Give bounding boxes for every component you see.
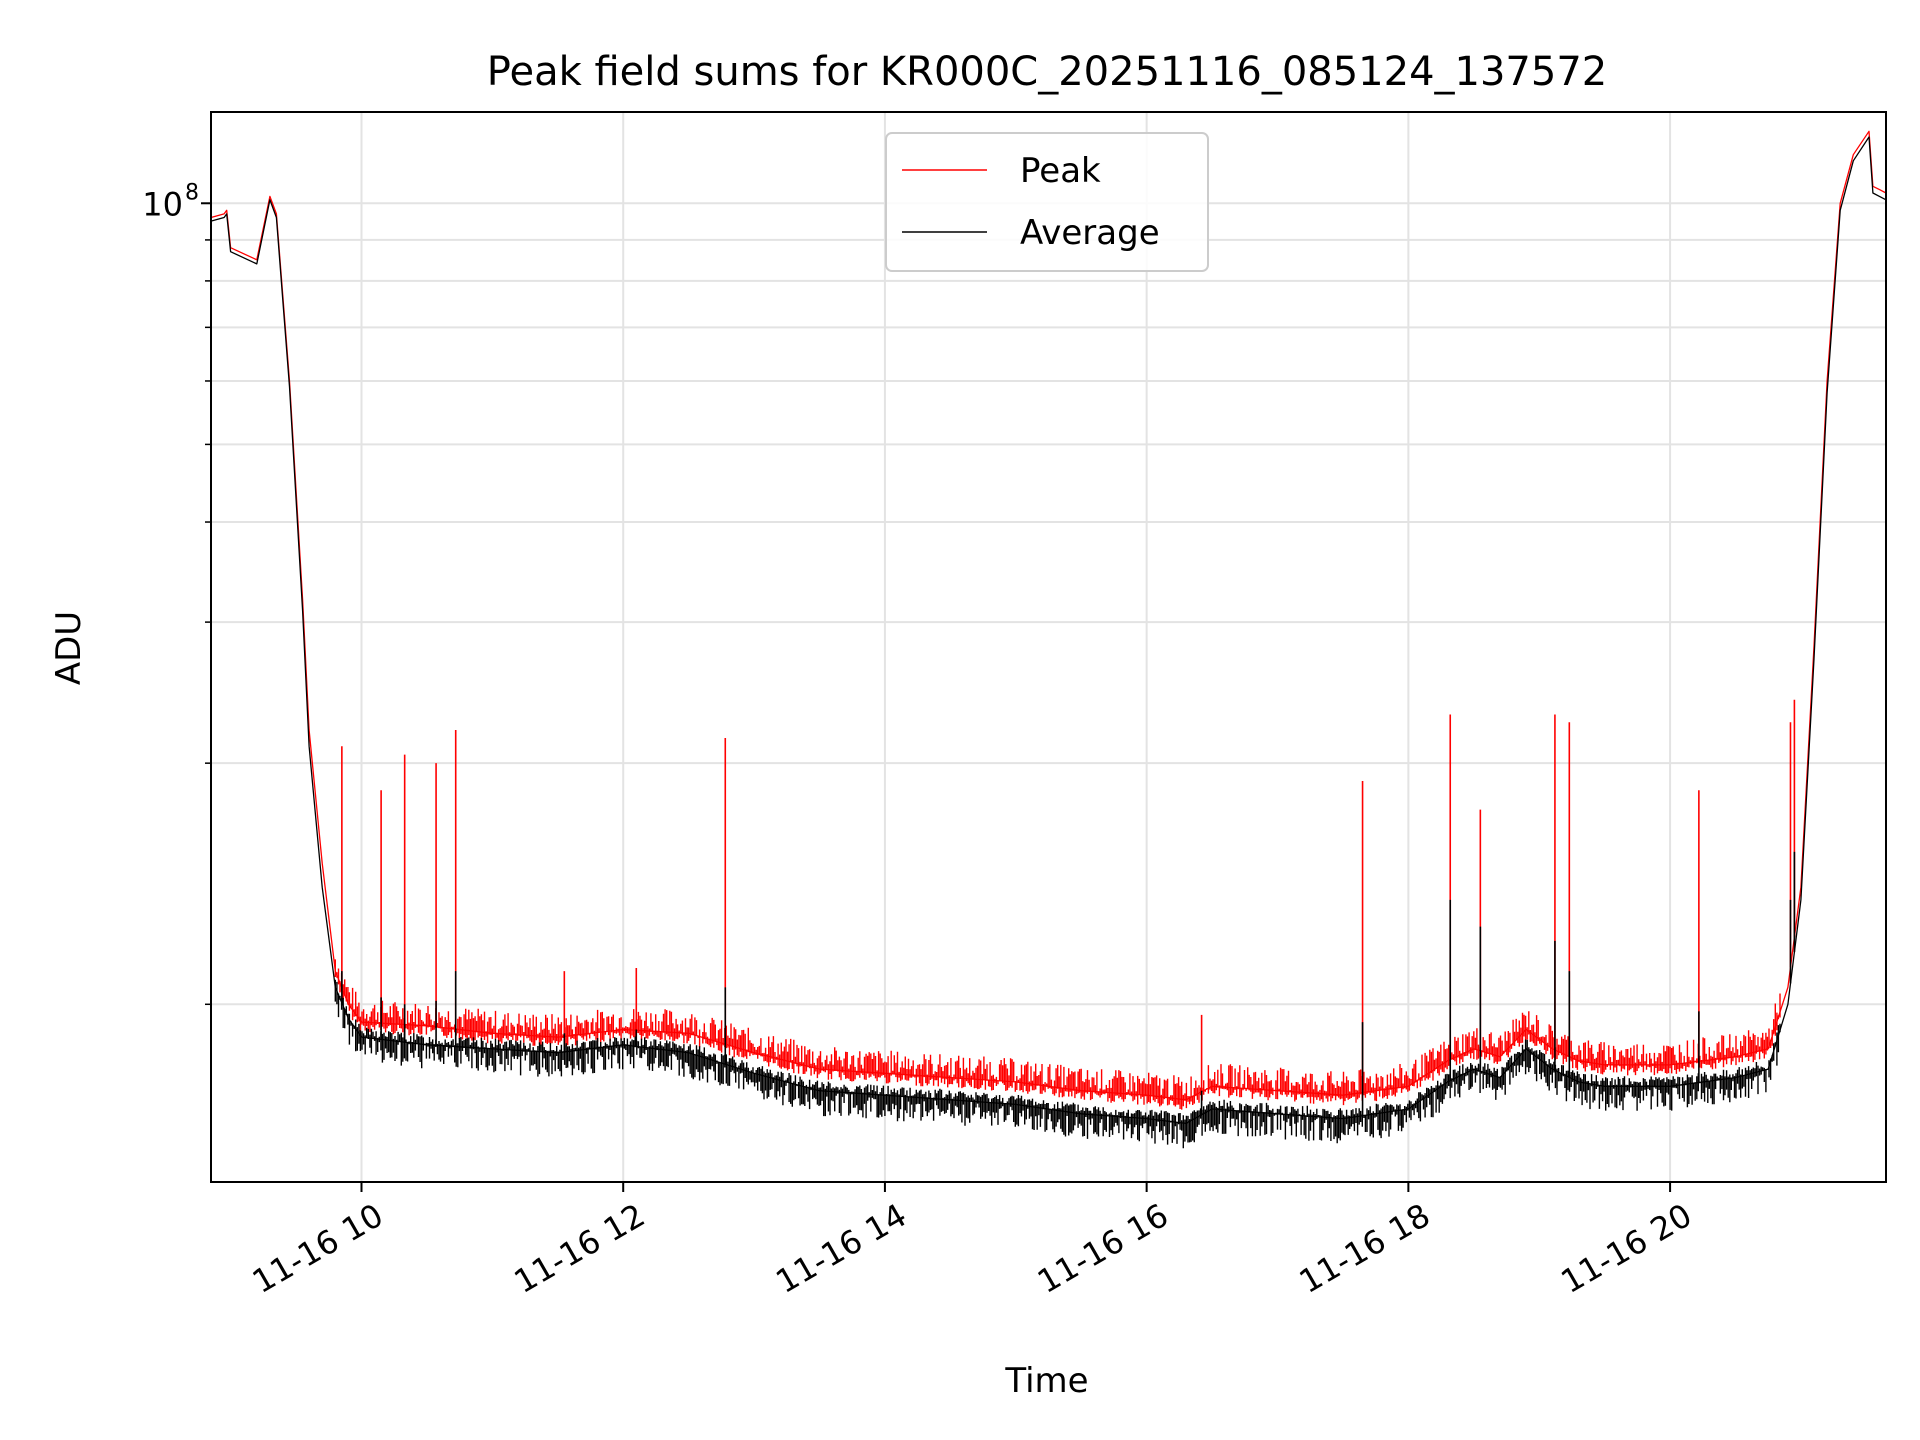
legend-label-peak: Peak xyxy=(1020,151,1101,191)
plot-frame xyxy=(210,111,1887,1183)
spikes xyxy=(341,699,1796,1116)
y-tick-exponent: 8 xyxy=(185,180,199,205)
x-axis-label: Time xyxy=(1004,1361,1088,1401)
chart-title: Peak field sums for KR000C_20251116_0851… xyxy=(487,49,1607,95)
y-axis-label: ADU xyxy=(49,611,89,685)
y-tick-label: 10 xyxy=(142,185,183,223)
series-layer xyxy=(210,130,1887,1149)
series-noise-peak xyxy=(334,959,1781,1110)
legend-box xyxy=(885,132,1209,272)
legend-label-average: Average xyxy=(1020,213,1160,253)
legend: Peak Average xyxy=(885,132,1209,272)
series-noise-average xyxy=(334,979,1781,1149)
series-noise-peak-strokes xyxy=(334,959,1781,1110)
series-noise-average-strokes xyxy=(334,979,1781,1149)
